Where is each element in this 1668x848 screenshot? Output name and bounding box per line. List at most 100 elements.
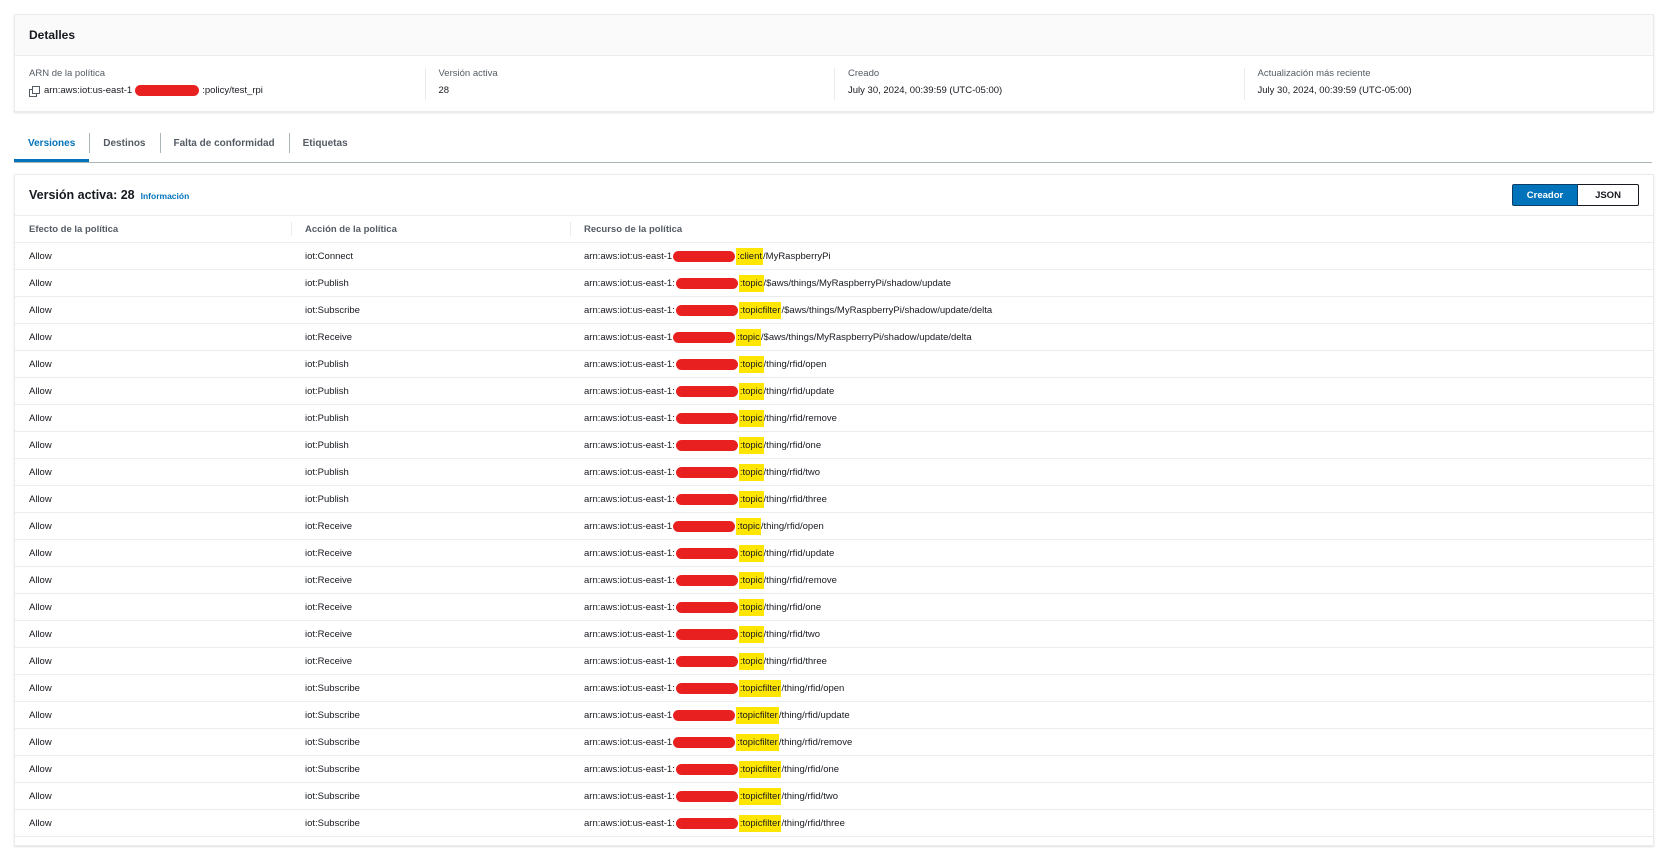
resource-type: :topic [738, 463, 764, 481]
table-row: Allow iot:Receive arn:aws:iot:us-east-1::t… [15, 593, 1653, 621]
redaction-mark [675, 277, 738, 289]
column-header-effect: Efecto de la política [15, 215, 291, 243]
resource-type: :topicfilter [738, 760, 782, 778]
tab-bar: Versiones Destinos Falta de conformidad … [14, 128, 1652, 163]
details-grid: ARN de la política arn:aws:iot:us-east-1… [15, 56, 1653, 111]
effect-cell: Allow [15, 377, 291, 405]
resource-type: :topicfilter [738, 301, 782, 319]
resource-path: /thing/rfid/three [781, 817, 845, 829]
resource-cell: arn:aws:iot:us-east-1:topicfilter/thing/… [570, 728, 1653, 756]
effect-cell: Allow [15, 674, 291, 702]
json-button[interactable]: JSON [1578, 184, 1639, 206]
action-cell: iot:Publish [291, 269, 570, 297]
resource-cell: arn:aws:iot:us-east-1: :topic/thing/rfid/… [570, 620, 1653, 648]
created-field: Creado July 30, 2024, 00:39:59 (UTC-05:0… [834, 56, 1244, 111]
action-cell: iot:Subscribe [291, 701, 570, 729]
redaction-mark [675, 790, 738, 802]
arn-prefix: arn:aws:iot:us-east-1 [44, 85, 133, 96]
action-cell: iot:Receive [291, 323, 570, 351]
active-version-value: 28 [438, 85, 450, 96]
redaction-mark [675, 601, 738, 613]
details-panel: Detalles ARN de la política arn:aws:iot:… [14, 14, 1654, 112]
action-cell: iot:Subscribe [291, 296, 570, 324]
redaction-mark [675, 466, 738, 478]
resource-cell: arn:aws:iot:us-east-1::topic/thing/rfid/… [570, 350, 1653, 378]
redaction-mark [673, 250, 736, 262]
resource-prefix: arn:aws:iot:us-east-1: [584, 790, 675, 802]
active-version-label: Versión activa [438, 68, 498, 79]
table-row: Allow iot:Subscribe arn:aws:iot:us-east-1:… [15, 296, 1653, 324]
resource-type: :topic [736, 328, 761, 346]
arn-suffix: :policy/test_rpi [202, 85, 263, 96]
table-row: Allow iot:Publish arn:aws:iot:us-east-1::t… [15, 485, 1653, 513]
resource-cell: arn:aws:iot:us-east-1::topic/thing/rfid/… [570, 566, 1653, 594]
resource-cell: arn:aws:iot:us-east-1::topicfilter/thing… [570, 782, 1653, 810]
resource-prefix: arn:aws:iot:us-east-1: [584, 682, 675, 694]
resource-type: :topicfilter [738, 679, 782, 697]
arn-label: ARN de la política [29, 68, 106, 79]
policy-panel: Versión activa: 28 Información Creador J… [14, 174, 1654, 846]
effect-cell: Allow [15, 512, 291, 540]
active-version-field: Versión activa 28 [424, 56, 835, 111]
resource-prefix: arn:aws:iot:us-east-1: [584, 601, 675, 613]
resource-path: /thing/rfid/two [763, 628, 821, 640]
resource-cell: arn:aws:iot:us-east-1::topic/thing/rfid/… [570, 431, 1653, 459]
table-row: Allow iot:Receive arn:aws:iot:us-east-1::t… [15, 566, 1653, 594]
column-header-action: Acción de la política [291, 215, 570, 243]
resource-cell: arn:aws:iot:us-east-1: :topic/thing/rfid/… [570, 647, 1653, 675]
tab-targets[interactable]: Destinos [89, 128, 159, 158]
resource-type: :topic [738, 598, 764, 616]
resource-path: /thing/rfid/one [781, 763, 840, 775]
resource-prefix: arn:aws:iot:us-east-1: [584, 493, 675, 505]
updated-label: Actualización más reciente [1257, 68, 1371, 79]
tab-tags[interactable]: Etiquetas [288, 128, 362, 158]
resource-prefix: arn:aws:iot:us-east-1: [584, 655, 675, 667]
resource-prefix: arn:aws:iot:us-east-1: [584, 628, 675, 640]
resource-path: /thing/rfid/three [763, 655, 827, 667]
resource-type: :topic [738, 625, 764, 643]
redaction-mark [675, 439, 738, 451]
resource-prefix: arn:aws:iot:us-east-1: [584, 466, 675, 478]
table-row: Allow iot:Publish arn:aws:iot:us-east-1::t… [15, 377, 1653, 405]
policy-title-group: Versión activa: 28 Información [29, 188, 189, 202]
policy-title: Versión activa: 28 [29, 188, 135, 202]
resource-prefix: arn:aws:iot:us-east-1: [584, 574, 675, 586]
builder-button[interactable]: Creador [1512, 184, 1578, 206]
resource-path: /thing/rfid/update [763, 547, 835, 559]
redaction-mark [675, 628, 738, 640]
resource-path: /thing/rfid/open [760, 520, 824, 532]
copy-icon[interactable] [29, 85, 40, 97]
action-cell: iot:Publish [291, 458, 570, 486]
redaction-mark [675, 763, 738, 775]
redaction-mark [675, 304, 738, 316]
effect-cell: Allow [15, 809, 291, 837]
table-row: Allow iot:Publish arn:aws:iot:us-east-1::t… [15, 269, 1653, 297]
resource-type: :topic [738, 652, 764, 670]
column-header-resource: Recurso de la política [570, 215, 1653, 243]
action-cell: iot:Subscribe [291, 674, 570, 702]
effect-cell: Allow [15, 566, 291, 594]
action-cell: iot:Subscribe [291, 809, 570, 837]
action-cell: iot:Subscribe [291, 782, 570, 810]
effect-cell: Allow [15, 782, 291, 810]
resource-prefix: arn:aws:iot:us-east-1: [584, 412, 675, 424]
action-cell: iot:Connect [291, 242, 570, 270]
effect-cell: Allow [15, 755, 291, 783]
policy-header: Versión activa: 28 Información Creador J… [15, 175, 1653, 215]
resource-prefix: arn:aws:iot:us-east-1 [584, 331, 673, 343]
effect-cell: Allow [15, 269, 291, 297]
resource-path: /thing/rfid/one [763, 439, 822, 451]
table-row: Allow iot:Receive arn:aws:iot:us-east-1::t… [15, 620, 1653, 648]
tab-versions[interactable]: Versiones [14, 128, 90, 162]
resource-path: /thing/rfid/open [781, 682, 845, 694]
view-toggle: Creador JSON [1512, 184, 1639, 206]
redaction-mark [673, 709, 736, 721]
resource-type: :topic [738, 490, 764, 508]
redaction-mark [673, 331, 736, 343]
resource-cell: arn:aws:iot:us-east-1::topicfilter/thing… [570, 809, 1653, 837]
tab-noncompliance[interactable]: Falta de conformidad [159, 128, 289, 158]
table-row: Allow iot:Receive arn:aws:iot:us-east-1:to… [15, 512, 1653, 540]
info-link[interactable]: Información [140, 191, 190, 201]
resource-type: :topicfilter [736, 733, 779, 751]
resource-type: :topicfilter [738, 787, 782, 805]
